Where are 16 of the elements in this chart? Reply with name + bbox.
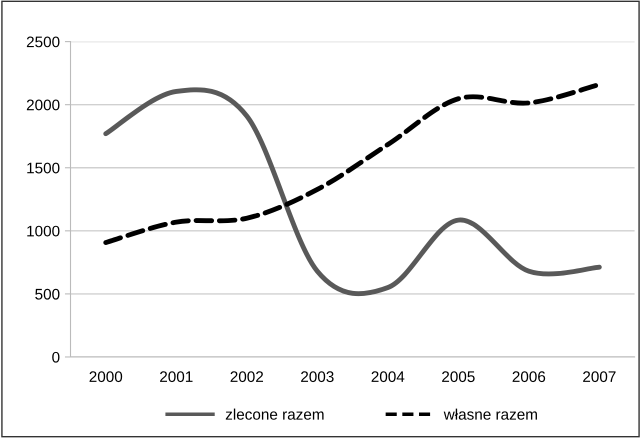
x-tick-label: 2002 [230,371,264,382]
y-tick-label: 2000 [26,100,60,110]
y-tick-label: 1000 [27,226,60,237]
x-tick-label: 2004 [372,371,404,382]
x-tick-label: 2000 [90,371,122,382]
x-tick-label: 2006 [512,371,546,382]
y-tick-label: 0 [52,352,60,363]
y-tick-label: 1500 [27,162,60,174]
x-tick-label: 2005 [442,371,475,382]
x-tick-label: 2003 [301,371,334,382]
y-tick-label: 2500 [26,36,60,48]
y-tick-label: 500 [35,288,60,300]
x-tick-label: 2001 [160,371,193,382]
legend-label: własne razem [444,408,537,420]
x-tick-label: 2007 [583,371,616,382]
legend-label: zlecone razem [226,408,324,420]
